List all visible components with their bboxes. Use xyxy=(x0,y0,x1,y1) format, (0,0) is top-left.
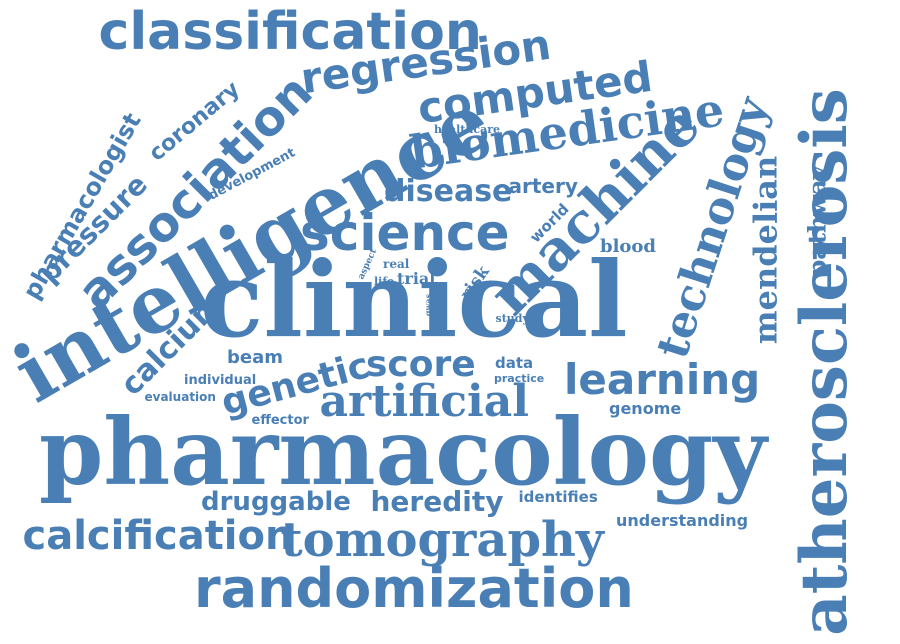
word-pathway: pathway xyxy=(802,165,832,277)
word-safe: safe xyxy=(429,311,445,321)
word-healthcare: healthcare xyxy=(434,122,500,136)
word-artery: artery xyxy=(508,174,578,198)
word-learning: learning xyxy=(564,355,761,404)
word-tomography: tomography xyxy=(280,512,604,568)
word-identifies: identifies xyxy=(518,487,598,506)
word-randomization: randomization xyxy=(194,557,634,620)
word-real: real xyxy=(383,257,410,271)
word-artificial: artificial xyxy=(319,376,529,427)
word-trial: trial xyxy=(397,269,436,288)
word-calcification: calcification xyxy=(22,513,294,559)
word-science: science xyxy=(300,204,510,262)
word-disease: disease xyxy=(384,174,513,209)
word-mendelian: mendelian xyxy=(745,155,784,345)
word-blood: blood xyxy=(600,236,657,257)
word-beam: beam xyxy=(227,347,283,368)
word-study: study xyxy=(495,311,529,325)
word-heredity: heredity xyxy=(370,485,504,518)
word-life: life xyxy=(374,274,395,288)
word-individual: individual xyxy=(184,372,257,388)
word-pharmacology: pharmacology xyxy=(39,398,767,506)
word-evaluation: evaluation xyxy=(144,390,216,404)
word-score: score xyxy=(366,344,476,385)
word-practice: practice xyxy=(494,371,545,385)
word-effector: effector xyxy=(251,412,309,428)
word-classification: classification xyxy=(98,2,482,62)
word-understanding: understanding xyxy=(616,511,749,530)
word-clinical: clinical xyxy=(200,238,628,361)
word-druggable: druggable xyxy=(201,487,351,517)
word-data: data xyxy=(495,353,534,372)
word-genome: genome xyxy=(609,399,682,418)
